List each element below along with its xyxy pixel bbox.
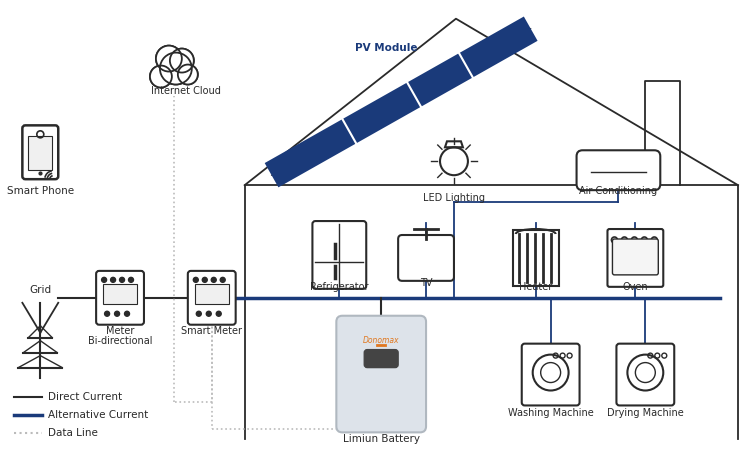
Text: Grid: Grid (29, 285, 51, 295)
Circle shape (178, 65, 197, 84)
Circle shape (216, 311, 221, 316)
Text: Washing Machine: Washing Machine (508, 408, 593, 419)
Text: Oven: Oven (622, 282, 648, 292)
Circle shape (170, 49, 194, 72)
Circle shape (104, 311, 110, 316)
FancyBboxPatch shape (608, 229, 663, 287)
Text: Smart Meter: Smart Meter (182, 326, 242, 336)
Circle shape (119, 277, 124, 282)
Text: Donomax: Donomax (363, 336, 400, 345)
Text: Meter: Meter (106, 326, 134, 336)
Circle shape (101, 277, 106, 282)
Circle shape (170, 49, 194, 72)
Circle shape (156, 45, 182, 71)
Circle shape (115, 311, 119, 316)
Circle shape (220, 277, 225, 282)
Text: Data Line: Data Line (48, 429, 98, 438)
Text: Smart Phone: Smart Phone (7, 186, 74, 196)
Circle shape (211, 277, 216, 282)
Circle shape (124, 311, 130, 316)
Text: Alternative Current: Alternative Current (48, 411, 148, 420)
Text: Heater: Heater (519, 282, 552, 292)
Circle shape (150, 66, 172, 88)
FancyBboxPatch shape (577, 150, 660, 190)
Text: Bi-directional: Bi-directional (88, 336, 152, 346)
Polygon shape (265, 17, 538, 187)
Circle shape (160, 53, 191, 84)
FancyBboxPatch shape (336, 316, 426, 432)
FancyBboxPatch shape (513, 230, 559, 286)
FancyBboxPatch shape (522, 344, 580, 405)
Bar (103, 284, 137, 304)
FancyBboxPatch shape (313, 221, 366, 289)
Circle shape (206, 311, 212, 316)
FancyBboxPatch shape (398, 235, 454, 281)
Text: Refrigerator: Refrigerator (310, 282, 368, 292)
Text: Internet Cloud: Internet Cloud (151, 87, 220, 96)
FancyBboxPatch shape (364, 350, 398, 368)
Circle shape (110, 277, 116, 282)
Bar (195, 284, 229, 304)
Text: LED Lighting: LED Lighting (423, 193, 485, 203)
Circle shape (196, 311, 201, 316)
FancyBboxPatch shape (613, 239, 658, 275)
FancyBboxPatch shape (616, 344, 674, 405)
Circle shape (178, 64, 198, 85)
Text: TV: TV (420, 278, 432, 288)
Text: Air Conditioning: Air Conditioning (579, 186, 658, 196)
Text: Direct Current: Direct Current (48, 393, 122, 403)
Circle shape (194, 277, 198, 282)
Text: PV Module: PV Module (355, 43, 418, 53)
Circle shape (128, 277, 133, 282)
Bar (28, 136, 53, 170)
FancyBboxPatch shape (188, 271, 236, 324)
Circle shape (160, 53, 192, 85)
Circle shape (157, 46, 182, 71)
FancyBboxPatch shape (22, 125, 58, 179)
Circle shape (151, 66, 172, 87)
Text: Limiun Battery: Limiun Battery (343, 434, 420, 444)
Circle shape (202, 277, 207, 282)
Text: Drying Machine: Drying Machine (607, 408, 684, 419)
FancyBboxPatch shape (96, 271, 144, 324)
